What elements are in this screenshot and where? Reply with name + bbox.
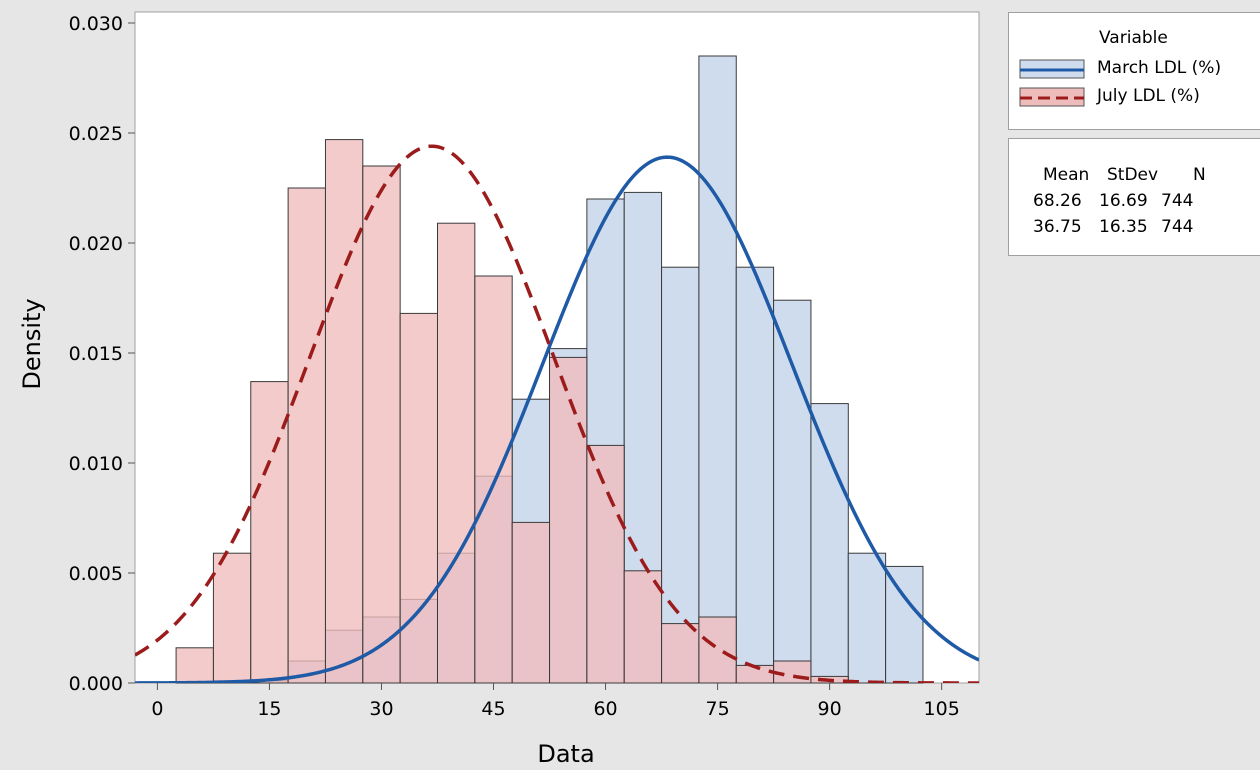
stats-march-n: 744 [1161,191,1194,211]
march-bar [698,55,737,684]
july-bar [250,381,289,684]
march-bar [661,266,700,684]
y-tick-label: 0.030 [69,13,123,35]
july-bar [362,165,401,684]
stats-header-n: N [1193,165,1206,185]
y-tick-label: 0.020 [69,233,123,255]
y-tick-label: 0.005 [69,563,123,585]
x-tick-label: 45 [481,698,505,720]
july-bar [474,275,513,684]
legend-label-july: July LDL (%) [1097,86,1200,106]
july-bar [661,623,700,684]
stats-july-stdev: 16.35 [1099,217,1148,237]
x-tick-label: 30 [369,698,393,720]
y-axis-label: Density [18,298,46,389]
july-bar [436,222,476,684]
july-bar [698,616,737,684]
stats-header-stdev: StDev [1107,165,1159,185]
stats-july-n: 744 [1161,217,1194,237]
axes: 0 15 30 45 60 75 90 105 0.000 0.005 0.010 0.015 0.02… [69,13,960,720]
x-tick-label: 105 [924,698,960,720]
march-normal-curve [135,155,979,683]
july-bar [212,552,252,684]
july-bar [623,570,663,684]
x-axis-label: Data [537,740,594,768]
march-bar [735,266,775,684]
x-tick-label: 60 [593,698,617,720]
stats-header-mean: Mean [1043,165,1090,185]
legend-swatch-july [1019,87,1085,107]
march-bar [810,403,849,684]
july-bar [399,312,438,684]
march-bar [773,299,812,684]
x-tick-label: 90 [818,698,842,720]
x-tick-label: 75 [705,698,729,720]
legend: Variable March LDL (%) July LDL (%) [1008,12,1260,130]
legend-swatch-march [1019,59,1085,79]
july-bar [287,187,326,684]
july-bar [175,647,214,684]
july-normal-curve [135,144,979,683]
legend-label-march: March LDL (%) [1097,58,1222,78]
y-tick-label: 0.025 [69,123,123,145]
stats-table: Mean StDev N 68.26 16.69 744 36.75 16.35… [1008,138,1260,256]
july-bar [586,444,625,684]
march-bar [885,565,924,684]
stats-july-mean: 36.75 [1033,217,1082,237]
july-bar [511,521,551,684]
y-tick-label: 0.000 [69,673,123,695]
x-tick-label: 15 [257,698,281,720]
legend-title: Variable [1099,28,1168,48]
july-bars [175,139,849,684]
july-bar [324,139,364,684]
july-bar [549,356,588,684]
y-tick-label: 0.015 [69,343,123,365]
stats-march-stdev: 16.69 [1099,191,1148,211]
y-tick-label: 0.010 [69,453,123,475]
x-tick-label: 0 [151,698,163,720]
march-bar [847,552,887,684]
stats-march-mean: 68.26 [1033,191,1082,211]
